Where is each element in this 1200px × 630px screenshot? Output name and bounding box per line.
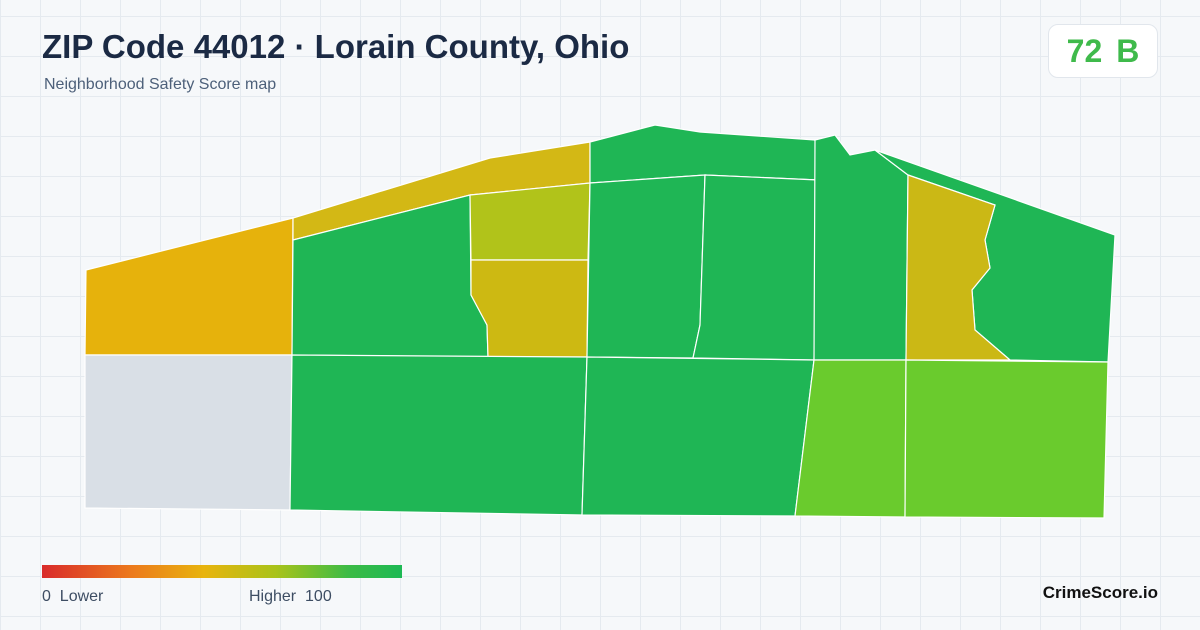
region [813, 134, 909, 361]
legend-gradient [42, 565, 402, 578]
legend-max: 100 [305, 588, 332, 605]
score-value: 72 [1066, 32, 1103, 69]
region [586, 174, 706, 359]
region [289, 354, 588, 516]
score-badge: 72 B [1048, 24, 1158, 78]
region [692, 174, 819, 361]
region [794, 359, 907, 518]
legend-min: 0 [42, 588, 51, 605]
region [589, 124, 819, 184]
region [581, 356, 815, 517]
subtitle: Neighborhood Safety Score map [44, 76, 277, 93]
region [904, 359, 1109, 519]
region [84, 354, 293, 511]
legend-min-label: Lower [59, 588, 104, 605]
legend-high: Higher 100 [249, 588, 332, 606]
score-grade: B [1116, 32, 1140, 69]
region [469, 182, 591, 261]
legend-low: 0 Lower [42, 588, 103, 606]
legend-max-label: Higher [249, 588, 297, 605]
region [470, 259, 589, 358]
brand: CrimeScore.io [1042, 583, 1158, 602]
title: ZIP Code 44012 · Lorain County, Ohio [42, 28, 630, 65]
region [84, 217, 294, 356]
